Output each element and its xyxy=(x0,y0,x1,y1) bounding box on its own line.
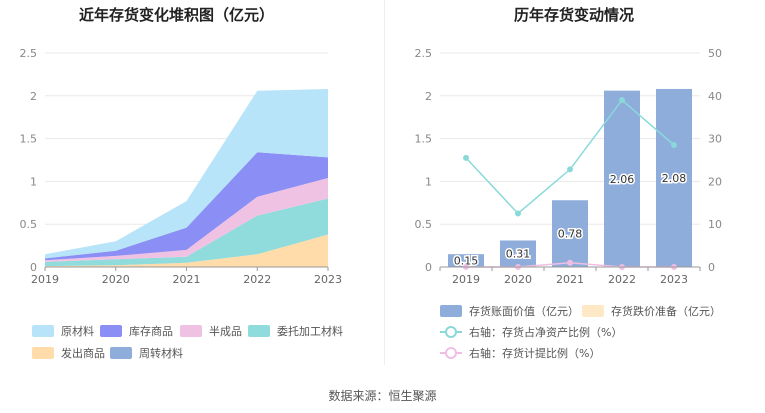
x-tick-label: 2021 xyxy=(173,273,201,286)
line-point xyxy=(567,166,573,173)
x-tick-label: 2021 xyxy=(556,273,584,286)
legend-item-raw-materials[interactable]: 原材料 xyxy=(32,323,94,339)
area-series-半成品 xyxy=(45,178,328,262)
y2-tick-label: 40 xyxy=(708,90,722,103)
line-point xyxy=(515,210,521,217)
line-series-右轴：存货占净资产比例（%） xyxy=(465,99,675,215)
bar-value-label: 2.08 xyxy=(662,172,687,185)
area-series-发出商品 xyxy=(45,234,328,267)
right-chart-title: 历年存货变动情况 xyxy=(514,6,635,24)
area-series-库存商品 xyxy=(45,152,328,261)
legend-line-symbol xyxy=(440,347,462,359)
y2-tick-label: 0 xyxy=(708,261,715,274)
legend-item-semi-finished[interactable]: 半成品 xyxy=(180,323,242,339)
x-tick-label: 2022 xyxy=(243,273,271,286)
y-tick-label: 1 xyxy=(425,175,432,188)
left-chart-title: 近年存货变化堆积图（亿元） xyxy=(79,6,275,24)
legend-swatch xyxy=(582,305,604,317)
bar-book-value xyxy=(500,240,536,267)
x-tick-label: 2022 xyxy=(608,273,636,286)
bar-value-label: 0.15 xyxy=(454,255,479,268)
y2-tick-label: 10 xyxy=(708,218,722,231)
y-tick-label: 1.5 xyxy=(415,133,433,146)
x-tick-label: 2023 xyxy=(660,273,688,286)
legend-label: 周转材料 xyxy=(139,347,183,360)
legend-swatch xyxy=(32,325,54,337)
data-source-note: 数据来源：恒生聚源 xyxy=(328,389,437,403)
panel-divider xyxy=(384,0,385,365)
y2-tick-label: 30 xyxy=(708,133,722,146)
legend-label: 发出商品 xyxy=(61,347,105,360)
y-tick-label: 2.5 xyxy=(415,47,433,60)
y2-tick-label: 20 xyxy=(708,175,722,188)
legend-swatch xyxy=(110,347,132,359)
y-tick-label: 0.5 xyxy=(20,218,38,231)
legend-item-goods-shipped[interactable]: 发出商品 xyxy=(32,345,105,361)
legend-label: 半成品 xyxy=(209,325,242,338)
bar-book-value xyxy=(448,254,484,267)
legend-item-consigned-processing[interactable]: 委托加工材料 xyxy=(248,323,343,339)
legend-label: 存货账面价值（亿元） xyxy=(469,305,579,318)
legend-label: 右轴：存货占净资产比例（%） xyxy=(469,326,623,339)
bar-book-value xyxy=(552,200,588,267)
legend-label: 库存商品 xyxy=(129,325,173,338)
y-tick-label: 2.5 xyxy=(20,47,38,60)
x-tick-label: 2019 xyxy=(31,273,59,286)
area-series-原材料 xyxy=(45,89,328,259)
legend-label: 存货跌价准备（亿元） xyxy=(611,305,721,318)
legend-swatch xyxy=(32,347,54,359)
bar-value-label: 0.31 xyxy=(506,248,531,261)
stacked-area-chart: 0 0.5 1 1.5 2 2.5 2019 2020 2021 2022 2023 xyxy=(20,47,343,286)
y-tick-label: 0 xyxy=(425,261,432,274)
legend-swatch xyxy=(100,325,122,337)
legend-label: 右轴：存货计提比例（%） xyxy=(469,347,601,360)
legend-swatch xyxy=(248,325,270,337)
y-tick-label: 0.5 xyxy=(415,218,433,231)
y-tick-label: 1.5 xyxy=(20,133,38,146)
x-tick-label: 2019 xyxy=(452,273,480,286)
y-tick-label: 1 xyxy=(30,175,37,188)
legend-swatch xyxy=(440,305,462,317)
bar-value-label: 2.06 xyxy=(610,173,635,186)
legend-label: 委托加工材料 xyxy=(277,325,343,338)
y-tick-label: 2 xyxy=(30,90,37,103)
legend-item-net-asset-ratio[interactable]: 右轴：存货占净资产比例（%） xyxy=(440,324,622,340)
bar-value-label: 0.78 xyxy=(558,228,583,241)
inventory-combo-chart: 0 0.5 1 1.5 2 2.5 0 10 20 30 40 50 0.15 0.31 0.78 2.06 2… xyxy=(415,47,723,286)
legend-swatch xyxy=(180,325,202,337)
x-tick-label: 2020 xyxy=(504,273,532,286)
bar-book-value xyxy=(656,88,692,268)
legend-item-provision-ratio[interactable]: 右轴：存货计提比例（%） xyxy=(440,345,600,361)
legend-line-symbol xyxy=(440,326,462,338)
line-point xyxy=(619,97,625,104)
area-series-委托加工材料 xyxy=(45,198,328,267)
x-tick-label: 2020 xyxy=(102,273,130,286)
y2-tick-label: 50 xyxy=(708,47,722,60)
bar-book-value xyxy=(604,90,640,267)
legend-item-finished-goods[interactable]: 库存商品 xyxy=(100,323,173,339)
y-tick-label: 2 xyxy=(425,90,432,103)
line-point xyxy=(567,259,573,266)
y-tick-label: 0 xyxy=(30,261,37,274)
legend-item-impairment[interactable]: 存货跌价准备（亿元） xyxy=(582,303,721,319)
legend-item-book-value[interactable]: 存货账面价值（亿元） xyxy=(440,303,579,319)
x-tick-label: 2023 xyxy=(314,273,342,286)
legend-label: 原材料 xyxy=(61,325,94,338)
legend-item-turnover-materials[interactable]: 周转材料 xyxy=(110,345,183,361)
line-point xyxy=(671,142,677,149)
line-point xyxy=(463,154,469,161)
